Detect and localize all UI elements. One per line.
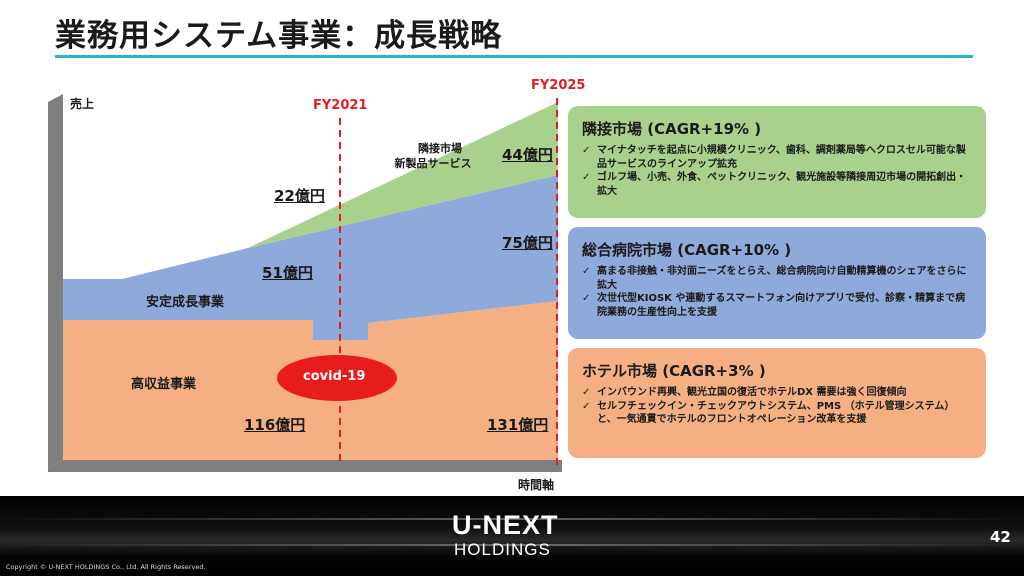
- fy2025-stable-amount: 75億円: [502, 234, 553, 252]
- hotel-market-box: ホテル市場 (CAGR+3% ) ✓ インバウンド再興、観光立国の復活でホテルDX…: [568, 348, 986, 458]
- covid-ellipse: [277, 355, 397, 401]
- covid-label: covid-19: [303, 369, 366, 384]
- check-icon: ✓: [582, 172, 591, 183]
- general-hospital-market-title: 総合病院市場 (CAGR+10% ): [582, 241, 792, 259]
- holdings-logo-text: HOLDINGS: [454, 540, 551, 559]
- general-hospital-market-bullet: ✓ 高まる非接触・非対面ニーズをとらえ、総合病院向け自動精算機のシェアをさらに拡大: [582, 265, 972, 292]
- fy2021-stable-amount: 51億円: [262, 264, 313, 282]
- check-icon: ✓: [582, 400, 591, 412]
- general-hospital-market-box: 総合病院市場 (CAGR+10% ) ✓ 高まる非接触・非対面ニーズをとらえ、総合…: [568, 227, 986, 339]
- hotel-market-bullet: ✓ セルフチェックイン・チェックアウトシステム、PMS （ホテル管理システム）と、…: [582, 400, 972, 427]
- page-title: 業務用システム事業：成長戦略: [55, 18, 503, 54]
- adjacent-label-line1: 隣接市場: [418, 142, 462, 155]
- adjacent-segment-label: 隣接市場 新製品サービス: [395, 141, 480, 171]
- footer-band: [0, 496, 1024, 576]
- fy2021-adjacent-amount: 22億円: [274, 187, 325, 205]
- adjacent-market-bullet: ✓ ゴルフ場、小売、外食、ペットクリニック、観光施設等隣接周辺市場の開拓創出・拡大: [582, 171, 972, 198]
- fy2021-high-amount: 116億円: [244, 416, 306, 434]
- high-profit-segment-label: 高収益事業: [131, 377, 197, 392]
- check-icon: ✓: [582, 387, 591, 398]
- footer-stripe: [0, 544, 1024, 546]
- copyright-notice: Copyright © U-NEXT HOLDINGS Co., Ltd. Al…: [6, 563, 206, 571]
- general-hospital-market-bullet: ✓ 次世代型KIOSK や連動するスマートフォン向けアプリで受付、診察・精算まで病…: [582, 292, 972, 319]
- adjacent-market-title: 隣接市場 (CAGR+19% ): [582, 120, 762, 138]
- bullet-text: マイナタッチを起点に小規模クリニック、歯科、調剤薬局等へクロスセル可能な製品サー…: [597, 145, 966, 170]
- page-number: 42: [990, 528, 1011, 546]
- bullet-text: セルフチェックイン・チェックアウトシステム、PMS （ホテル管理システム）と、一…: [597, 400, 955, 426]
- footer-stripe: [0, 518, 1024, 520]
- stable-segment-label: 安定成長事業: [146, 295, 225, 310]
- y-axis: [48, 94, 63, 468]
- adjacent-label-line2: 新製品サービス: [394, 157, 472, 170]
- bullet-text: 次世代型KIOSK や連動するスマートフォン向けアプリで受付、診察・精算まで病院…: [597, 293, 966, 318]
- adjacent-market-box: 隣接市場 (CAGR+19% ) ✓ マイナタッチを起点に小規模クリニック、歯科、…: [568, 106, 986, 218]
- check-icon: ✓: [582, 145, 591, 156]
- y-axis-label: 売上: [70, 97, 95, 111]
- hotel-market-bullet: ✓ インバウンド再興、観光立国の復活でホテルDX 需要は強く回復傾向: [582, 386, 972, 400]
- fy2025-label: FY2025: [531, 78, 586, 93]
- check-icon: ✓: [582, 293, 591, 304]
- bullet-text: ゴルフ場、小売、外食、ペットクリニック、観光施設等隣接周辺市場の開拓創出・拡大: [597, 172, 967, 197]
- adjacent-market-bullet: ✓ マイナタッチを起点に小規模クリニック、歯科、調剤薬局等へクロスセル可能な製品サ…: [582, 144, 972, 171]
- stable-growth-area: [63, 175, 558, 340]
- adjacent-market-area: [248, 102, 558, 248]
- bullet-text: インバウンド再興、観光立国の復活でホテルDX 需要は強く回復傾向: [597, 387, 907, 398]
- hotel-market-title: ホテル市場 (CAGR+3% ): [582, 362, 766, 380]
- check-icon: ✓: [582, 266, 591, 277]
- title-underline: [55, 55, 973, 58]
- growth-area-chart: [48, 94, 562, 472]
- fy2025-adjacent-amount: 44億円: [502, 146, 553, 164]
- fy2021-label: FY2021: [313, 98, 368, 113]
- x-axis-label: 時間軸: [518, 478, 555, 492]
- bullet-text: 高まる非接触・非対面ニーズをとらえ、総合病院向け自動精算機のシェアをさらに拡大: [597, 266, 967, 291]
- x-axis: [48, 460, 562, 472]
- fy2025-high-amount: 131億円: [487, 416, 549, 434]
- unext-logo-text: U-NEXT: [452, 510, 559, 540]
